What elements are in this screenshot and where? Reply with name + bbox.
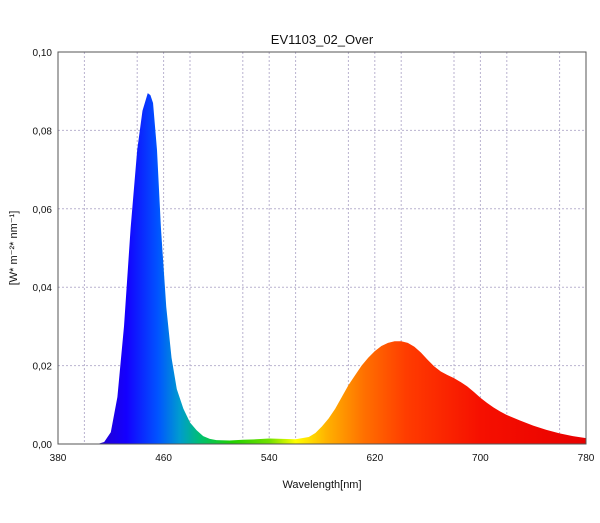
x-axis-label: Wavelength[nm] bbox=[282, 479, 361, 491]
x-tick-label: 540 bbox=[261, 453, 278, 464]
x-tick-label: 620 bbox=[366, 453, 383, 464]
x-tick-label: 380 bbox=[50, 453, 67, 464]
y-tick-label: 0,10 bbox=[33, 48, 53, 59]
spectrum-area bbox=[58, 93, 586, 444]
x-tick-label: 780 bbox=[578, 453, 595, 464]
y-axis-label: [W* m⁻²* nm⁻¹] bbox=[8, 211, 20, 286]
x-tick-label: 460 bbox=[155, 453, 172, 464]
chart-title: EV1103_02_Over bbox=[271, 32, 374, 47]
y-tick-label: 0,00 bbox=[33, 440, 53, 451]
y-tick-label: 0,02 bbox=[33, 362, 53, 373]
y-tick-label: 0,08 bbox=[33, 126, 53, 137]
y-tick-label: 0,06 bbox=[33, 205, 53, 216]
x-tick-label: 700 bbox=[472, 453, 489, 464]
plot-frame bbox=[57, 51, 587, 445]
x-tick-labels: 380 460 540 620 700 780 bbox=[50, 453, 595, 464]
y-tick-label: 0,04 bbox=[33, 283, 53, 294]
y-tick-labels: 0,00 0,02 0,04 0,06 0,08 0,10 bbox=[33, 48, 53, 451]
